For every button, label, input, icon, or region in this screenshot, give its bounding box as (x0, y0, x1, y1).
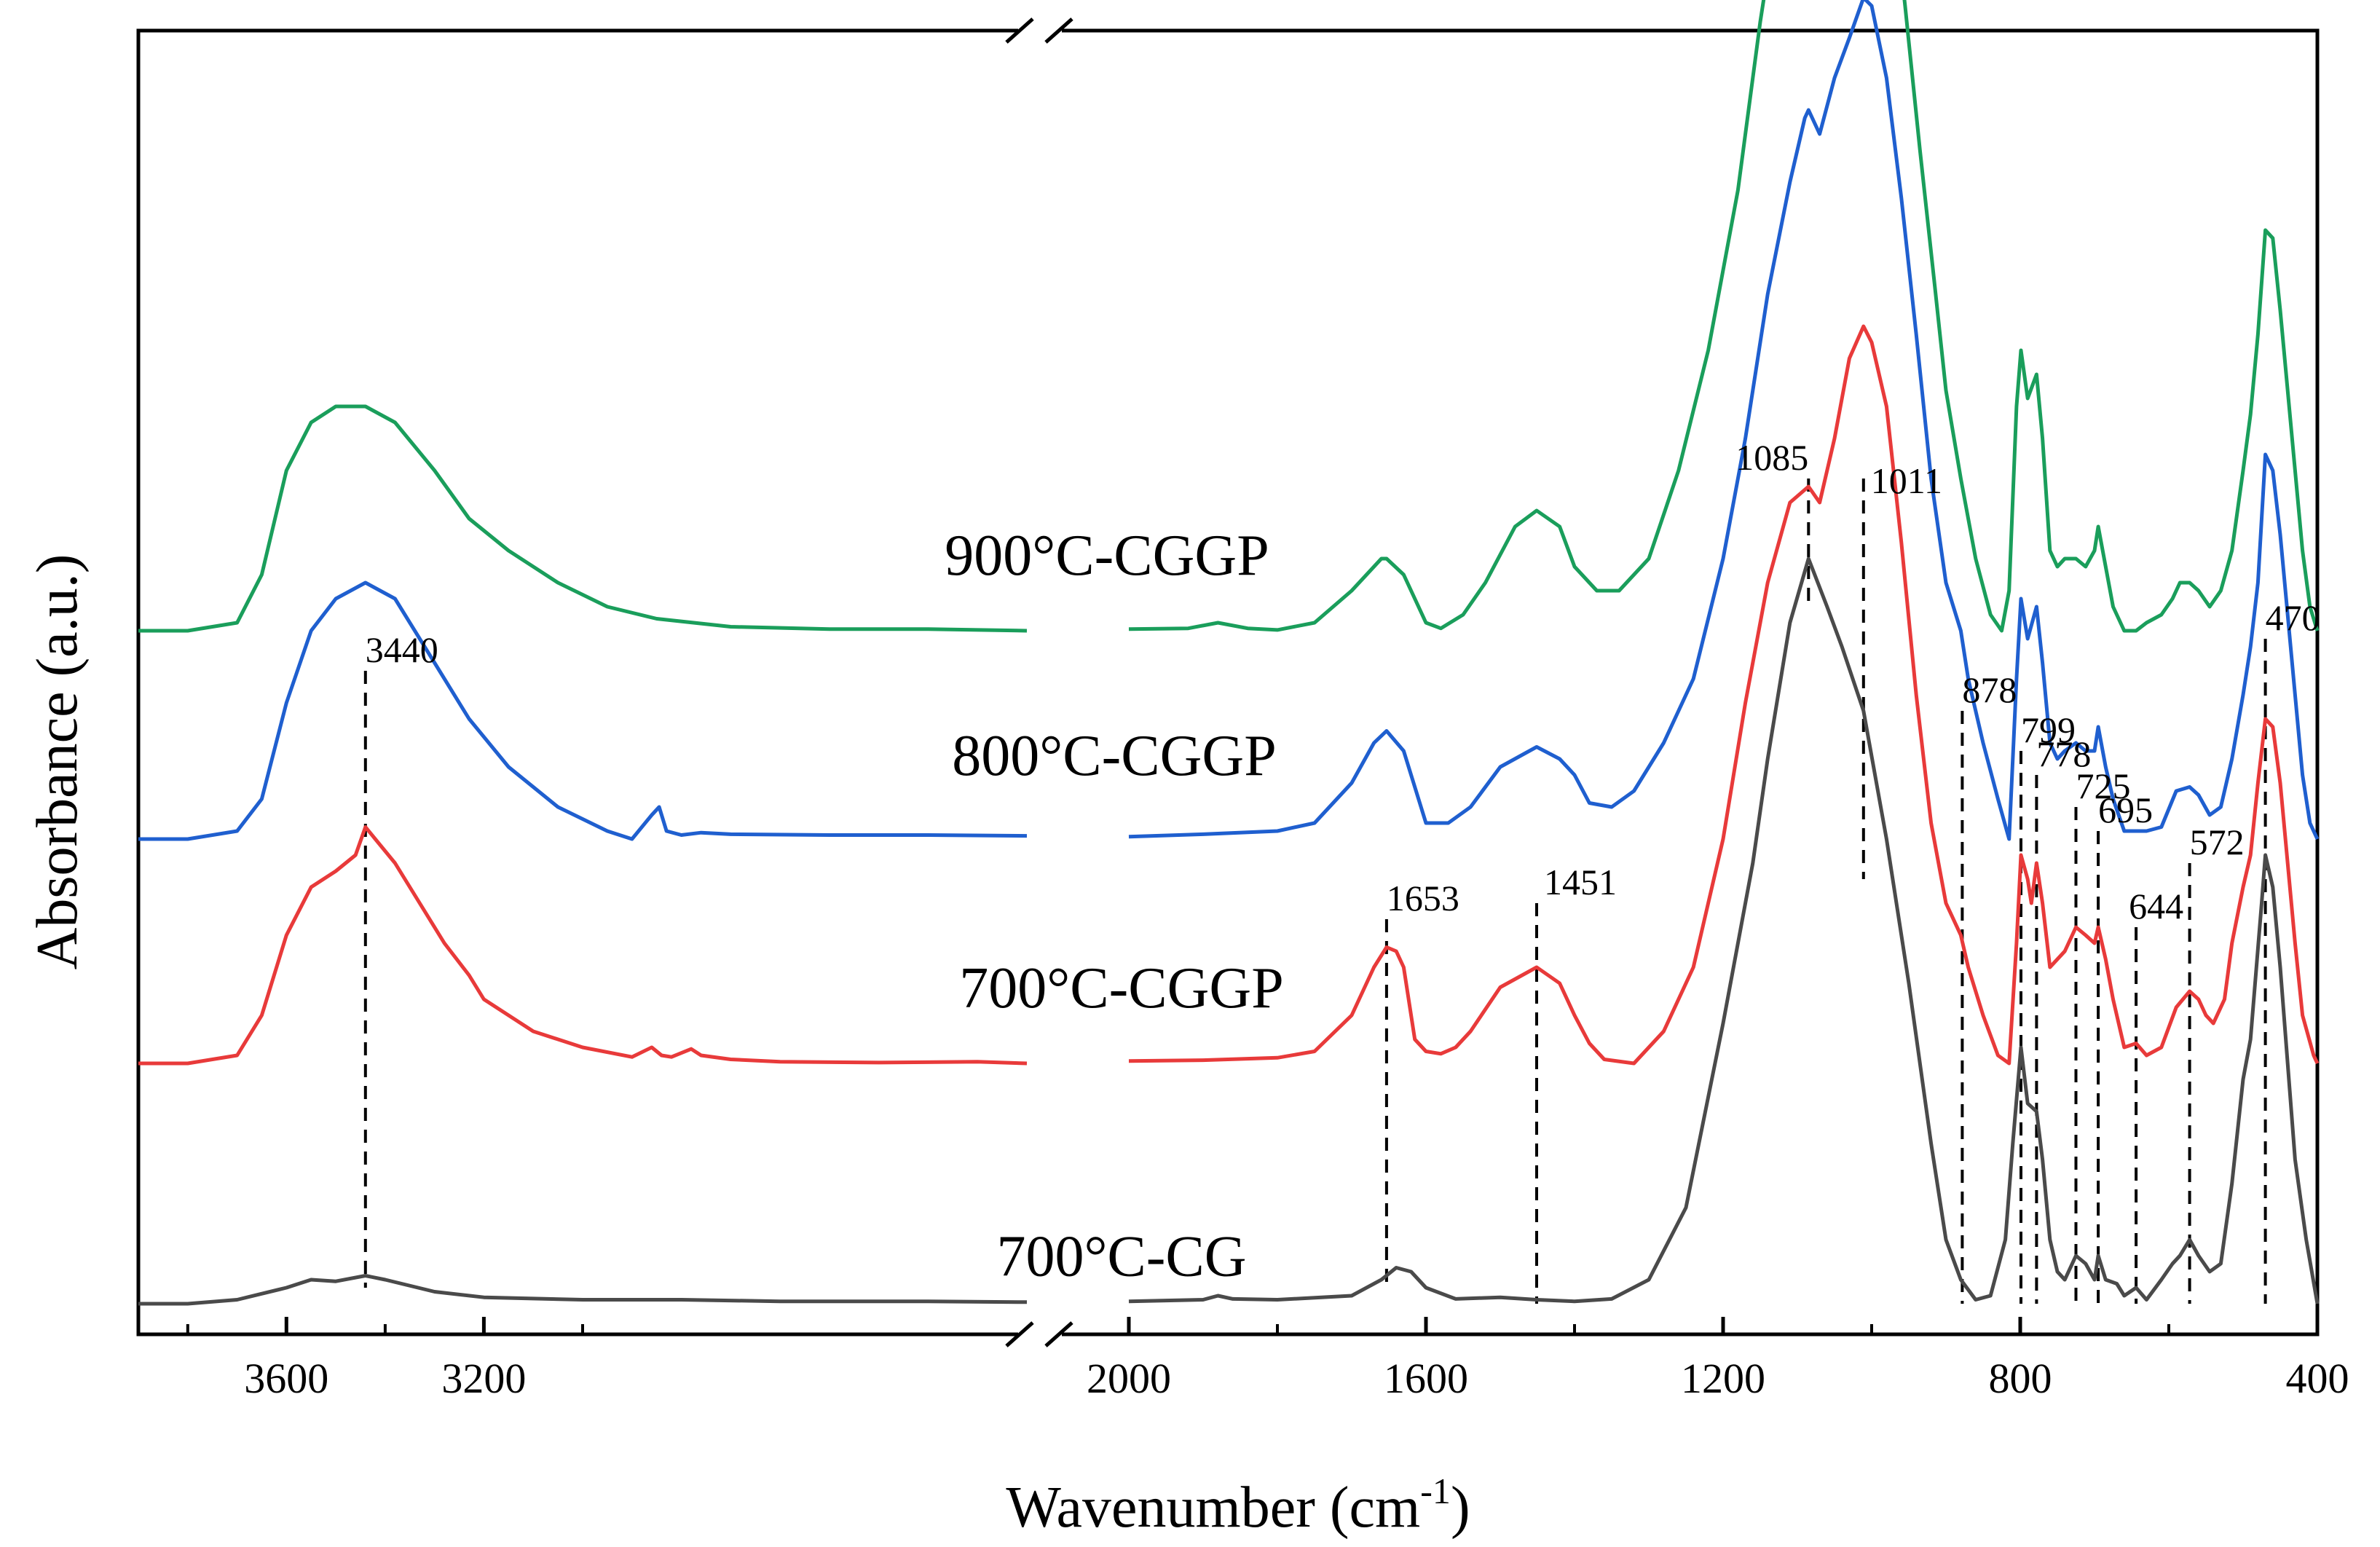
series-line-800-c-cggp-left (138, 580, 1028, 841)
series-line-900-c-cggp-left (138, 404, 1028, 633)
series-line-700-c-cggp-right (1128, 324, 2320, 1066)
x-tick-label: 3600 (244, 1355, 328, 1402)
series-line-900-c-cggp-right (1128, 0, 2320, 633)
series-label: 700°C-CG (996, 1225, 1246, 1289)
x-tick-label: 3200 (441, 1355, 526, 1402)
peak-label: 644 (2129, 886, 2183, 926)
x-axis-title-close: ) (1451, 1476, 1470, 1540)
series-labels: 700°C-CG 700°C-CGGP 800°C-CGGP 900°C-CGGP (945, 524, 1283, 1289)
peak-label: 1653 (1387, 878, 1459, 918)
series-label: 800°C-CGGP (952, 724, 1276, 788)
y-axis-title: Absorbance (a.u.) (25, 554, 90, 970)
peak-label: 878 (1962, 669, 2017, 710)
x-axis-title: Wavenumber (cm-1) (1006, 1471, 1470, 1540)
x-axis-ticks: 3600 3200 2000 1600 1200 800 400 (186, 1317, 2349, 1402)
series-line-700-c-cggp-left (138, 825, 1028, 1066)
axis-break-marks (1005, 17, 1073, 1347)
axis-break-slash (1044, 17, 1073, 44)
peak-label: 470 (2266, 597, 2320, 638)
x-tick-label: 400 (2286, 1355, 2349, 1402)
peak-label: 1451 (1544, 862, 1617, 902)
x-axis-title-superscript: -1 (1420, 1471, 1451, 1511)
peak-marker-lines (363, 479, 2267, 1304)
axis-break-gap (1018, 20, 1062, 41)
peak-label: 1011 (1871, 460, 1942, 501)
axis-break-slash (1005, 1321, 1034, 1347)
plot-frame (136, 28, 2320, 1337)
axis-break-slash (1044, 1321, 1073, 1347)
x-tick-label: 1200 (1681, 1355, 1765, 1402)
peak-label: 3440 (366, 629, 438, 670)
x-tick-label: 1600 (1384, 1355, 1468, 1402)
series-line-700-c-cg-left (138, 1274, 1028, 1306)
series-line-700-c-cg-right (1128, 556, 2320, 1304)
x-tick-label: 800 (1989, 1355, 2052, 1402)
x-tick-label: 2000 (1087, 1355, 1171, 1402)
series-line-800-c-cggp-right (1128, 0, 2320, 841)
axis-break-slash (1005, 17, 1034, 44)
peak-label: 572 (2190, 822, 2245, 862)
axis-break-gap (1018, 1324, 1062, 1345)
plot-border (136, 28, 2320, 1337)
peak-label: 695 (2098, 790, 2153, 830)
peak-label: 778 (2036, 733, 2091, 774)
peak-label: 799 (2021, 709, 2076, 750)
peak-label: 725 (2076, 765, 2131, 806)
series-label: 700°C-CGGP (959, 956, 1283, 1020)
spectra-series (138, 0, 2320, 1306)
peak-label: 1085 (1735, 437, 1808, 478)
series-label: 900°C-CGGP (945, 524, 1269, 588)
